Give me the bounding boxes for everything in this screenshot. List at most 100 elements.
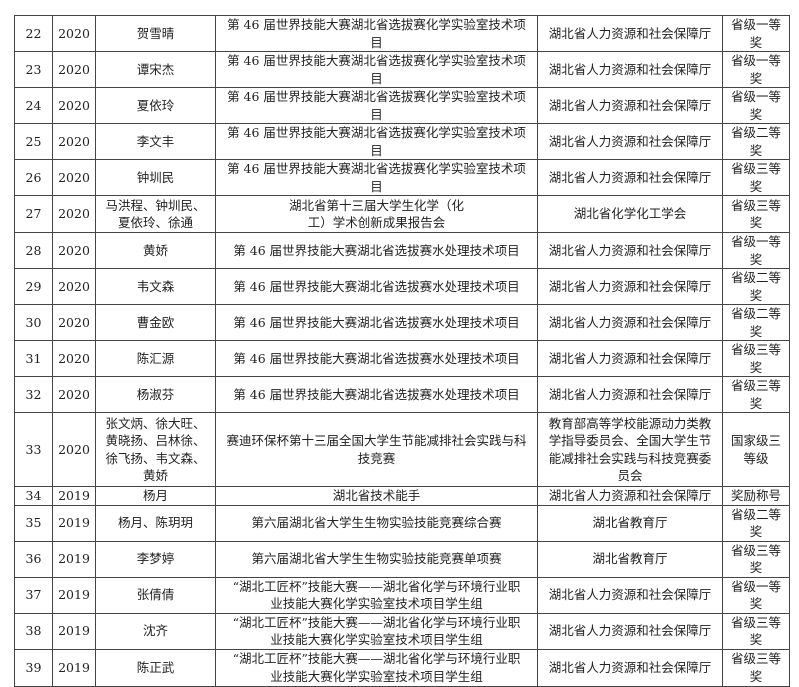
award-level-text: 省级二等奖 (730, 125, 781, 158)
names-text: 杨淑芬 (136, 386, 175, 402)
cell-project: 第 46 届世界技能大赛湖北省选拔赛水处理技术项目 (215, 304, 538, 341)
cell-year: 2020 (52, 232, 96, 269)
table-row: 22 2020 贺雪晴 第 46 届世界技能大赛湖北省选拔赛化学实验室技术项目 湖北省人… (14, 15, 790, 52)
cell-award-level: 省级一等奖 (722, 232, 790, 269)
cell-project: 第 46 届世界技能大赛湖北省选拔赛水处理技术项目 (215, 232, 538, 269)
award-level-text: 省级一等奖 (730, 17, 781, 50)
cell-year: 2020 (52, 87, 96, 124)
names-text: 谭宋杰 (136, 61, 175, 77)
award-level-text: 省级三等奖 (730, 651, 781, 684)
cell-names: 杨月、陈玥玥 (95, 504, 216, 542)
project-text: 第 46 届世界技能大赛湖北省选拔赛水处理技术项目 (233, 386, 520, 402)
names-text: 李梦婷 (136, 551, 175, 567)
cell-organization: 湖北省人力资源和社会保障厅 (537, 648, 723, 687)
cell-names: 张文炳、徐大旺、黄晓扬、吕林徐、徐飞扬、韦文森、黄娇 (95, 412, 216, 487)
organization-text: 湖北省人力资源和社会保障厅 (548, 386, 712, 402)
organization-text: 湖北省人力资源和社会保障厅 (548, 242, 712, 258)
cell-project: 第六届湖北省大学生生物实验技能竞赛单项赛 (215, 540, 538, 578)
cell-row-number: 23 (14, 51, 53, 88)
names-text: 张文炳、徐大旺、黄晓扬、吕林徐、徐飞扬、韦文森、黄娇 (105, 415, 206, 484)
cell-row-number: 32 (14, 376, 53, 413)
cell-row-number: 24 (14, 87, 53, 124)
cell-award-level: 国家级三等级 (722, 412, 790, 487)
organization-text: 湖北省人力资源和社会保障厅 (548, 623, 712, 639)
row-number-text: 36 (25, 551, 42, 567)
cell-organization: 教育部高等学校能源动力类教学指导委员会、全国大学生节能减排社会实践与科技竞赛委员… (537, 412, 723, 487)
table-row: 31 2020 陈汇源 第 46 届世界技能大赛湖北省选拔赛水处理技术项目 湖北省人力资… (14, 340, 790, 377)
cell-project: 第 46 届世界技能大赛湖北省选拔赛水处理技术项目 (215, 268, 538, 305)
cell-organization: 湖北省人力资源和社会保障厅 (537, 376, 723, 413)
cell-organization: 湖北省教育厅 (537, 504, 723, 542)
table-row: 28 2020 黄娇 第 46 届世界技能大赛湖北省选拔赛水处理技术项目 湖北省人力资源… (14, 232, 790, 269)
project-text: 第 46 届世界技能大赛湖北省选拔赛水处理技术项目 (233, 242, 520, 258)
cell-names: 陈正武 (95, 648, 216, 687)
year-text: 2020 (58, 97, 90, 113)
award-level-text: 省级一等奖 (730, 234, 781, 267)
cell-project: “湖北工匠杯”技能大赛——湖北省化学与环境行业职业技能大赛化学实验室技术项目学生… (215, 612, 538, 650)
names-text: 钟圳民 (136, 169, 175, 185)
row-number-text: 25 (25, 133, 42, 149)
names-text: 李文丰 (136, 133, 175, 149)
cell-award-level: 省级三等奖 (722, 340, 790, 377)
cell-award-level: 省级一等奖 (722, 51, 790, 88)
table-row: 30 2020 曹金欧 第 46 届世界技能大赛湖北省选拔赛水处理技术项目 湖北省人力资… (14, 304, 790, 341)
row-number-text: 26 (25, 169, 42, 185)
cell-year: 2019 (52, 612, 96, 650)
cell-award-level: 省级三等奖 (722, 648, 790, 687)
organization-text: 湖北省人力资源和社会保障厅 (548, 659, 712, 675)
project-text: 第 46 届世界技能大赛湖北省选拔赛化学实验室技术项目 (227, 161, 526, 194)
row-number-text: 38 (25, 623, 42, 639)
project-text: “湖北工匠杯”技能大赛——湖北省化学与环境行业职业技能大赛化学实验室技术项目学生… (232, 651, 521, 684)
year-text: 2020 (58, 206, 90, 222)
organization-text: 湖北省人力资源和社会保障厅 (548, 61, 712, 77)
cell-award-level: 省级三等奖 (722, 159, 790, 196)
names-text: 沈齐 (142, 623, 168, 639)
award-level-text: 省级三等奖 (730, 161, 781, 194)
year-text: 2020 (58, 169, 90, 185)
cell-organization: 湖北省人力资源和社会保障厅 (537, 340, 723, 377)
cell-award-level: 省级二等奖 (722, 123, 790, 160)
award-level-text: 国家级三等级 (730, 433, 781, 466)
cell-names: 韦文森 (95, 268, 216, 305)
award-level-text: 省级三等奖 (730, 542, 781, 576)
organization-text: 湖北省人力资源和社会保障厅 (548, 350, 712, 366)
project-text: 第 46 届世界技能大赛湖北省选拔赛化学实验室技术项目 (227, 89, 526, 122)
cell-year: 2020 (52, 268, 96, 305)
cell-organization: 湖北省人力资源和社会保障厅 (537, 304, 723, 341)
cell-award-level: 省级二等奖 (722, 268, 790, 305)
names-text: 马洪程、钟圳民、夏依玲、徐通 (105, 197, 206, 231)
row-number-text: 39 (25, 659, 42, 675)
organization-text: 湖北省人力资源和社会保障厅 (548, 133, 712, 149)
cell-row-number: 26 (14, 159, 53, 196)
cell-row-number: 36 (14, 540, 53, 578)
cell-names: 陈汇源 (95, 340, 216, 377)
cell-organization: 湖北省化学化工学会 (537, 195, 723, 233)
cell-row-number: 29 (14, 268, 53, 305)
cell-award-level: 省级三等奖 (722, 540, 790, 578)
table-row: 32 2020 杨淑芬 第 46 届世界技能大赛湖北省选拔赛水处理技术项目 湖北省人力资… (14, 376, 790, 413)
award-level-text: 省级一等奖 (730, 89, 781, 122)
cell-names: 黄娇 (95, 232, 216, 269)
row-number-text: 30 (25, 314, 42, 330)
year-text: 2020 (58, 350, 90, 366)
organization-text: 湖北省人力资源和社会保障厅 (548, 169, 712, 185)
row-number-text: 24 (25, 97, 42, 113)
row-number-text: 37 (25, 587, 42, 603)
cell-year: 2020 (52, 304, 96, 341)
organization-text: 湖北省人力资源和社会保障厅 (548, 278, 712, 294)
award-level-text: 省级三等奖 (730, 614, 781, 648)
cell-row-number: 35 (14, 504, 53, 542)
project-text: 第六届湖北省大学生生物实验技能竞赛综合赛 (251, 515, 502, 531)
cell-organization: 湖北省人力资源和社会保障厅 (537, 268, 723, 305)
cell-year: 2020 (52, 51, 96, 88)
cell-names: 杨淑芬 (95, 376, 216, 413)
year-text: 2020 (58, 133, 90, 149)
year-text: 2019 (58, 515, 90, 531)
cell-names: 张倩倩 (95, 576, 216, 614)
cell-row-number: 27 (14, 195, 53, 233)
table-row: 23 2020 谭宋杰 第 46 届世界技能大赛湖北省选拔赛化学实验室技术项目 湖北省人… (14, 51, 790, 88)
award-level-text: 省级三等奖 (730, 378, 781, 411)
cell-row-number: 37 (14, 576, 53, 614)
cell-year: 2020 (52, 159, 96, 196)
row-number-text: 23 (25, 61, 42, 77)
